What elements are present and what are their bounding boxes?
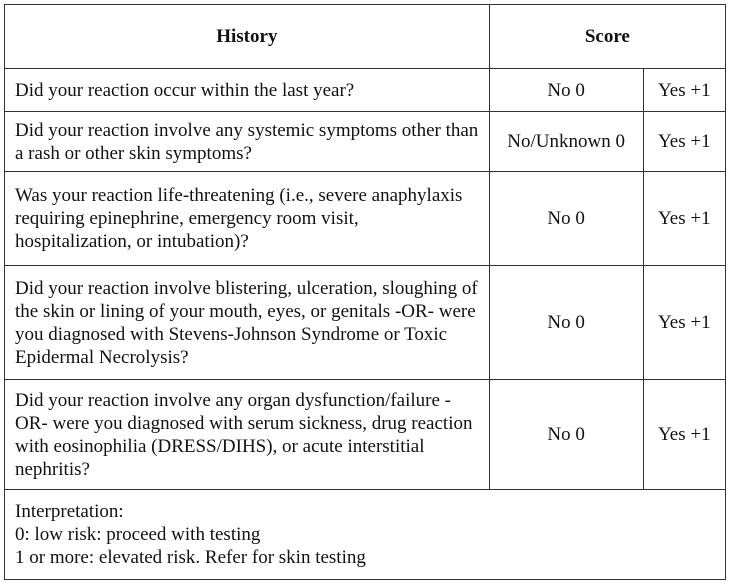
interpretation-row: Interpretation: 0: low risk: proceed with…	[4, 489, 726, 580]
score-yes-cell: Yes +1	[642, 265, 727, 380]
interpretation-line: 0: low risk: proceed with testing	[15, 524, 261, 545]
score-no-text: No 0	[547, 424, 585, 445]
interpretation-line: Interpretation:	[15, 501, 124, 522]
table-row: Did your reaction involve any organ dysf…	[4, 379, 727, 490]
history-cell: Did your reaction involve blistering, ul…	[4, 265, 490, 380]
score-no-text: No 0	[547, 79, 585, 101]
table-row: Did your reaction involve any systemic s…	[4, 111, 727, 172]
header-cell: History	[4, 4, 490, 69]
table-body: History Score Did your reaction occur wi…	[4, 4, 727, 580]
score-no-cell: No 0	[488, 68, 644, 112]
header-cell: Score	[488, 4, 727, 69]
score-yes-cell: Yes +1	[642, 68, 727, 112]
score-yes-cell: Yes +1	[642, 171, 727, 266]
history-cell: Did your reaction occur within the last …	[4, 68, 490, 112]
interpretation-line: 1 or more: elevated risk. Refer for skin…	[15, 547, 366, 568]
score-no-cell: No 0	[488, 379, 644, 490]
score-yes-cell: Yes +1	[642, 111, 727, 172]
table-row: Was your reaction life-threatening (i.e.…	[4, 171, 727, 266]
score-no-text: No/Unknown 0	[507, 131, 625, 152]
history-cell: Was your reaction life-threatening (i.e.…	[4, 171, 490, 266]
score-no-cell: No 0	[488, 171, 644, 266]
table-row: Did your reaction involve blistering, ul…	[4, 265, 727, 380]
score-no-cell: No 0	[488, 265, 644, 380]
table-row: Did your reaction occur within the last …	[4, 68, 727, 112]
history-cell: Did your reaction involve any organ dysf…	[4, 379, 490, 490]
header-row: History Score	[4, 4, 727, 69]
score-table: History Score Did your reaction occur wi…	[4, 4, 727, 580]
score-no-cell: No/Unknown 0	[488, 111, 644, 172]
score-no-text: No 0	[547, 208, 585, 229]
score-yes-cell: Yes +1	[642, 379, 727, 490]
score-no-text: No 0	[547, 312, 585, 333]
interpretation-cell: Interpretation: 0: low risk: proceed with…	[4, 489, 726, 580]
history-cell: Did your reaction involve any systemic s…	[4, 111, 490, 172]
